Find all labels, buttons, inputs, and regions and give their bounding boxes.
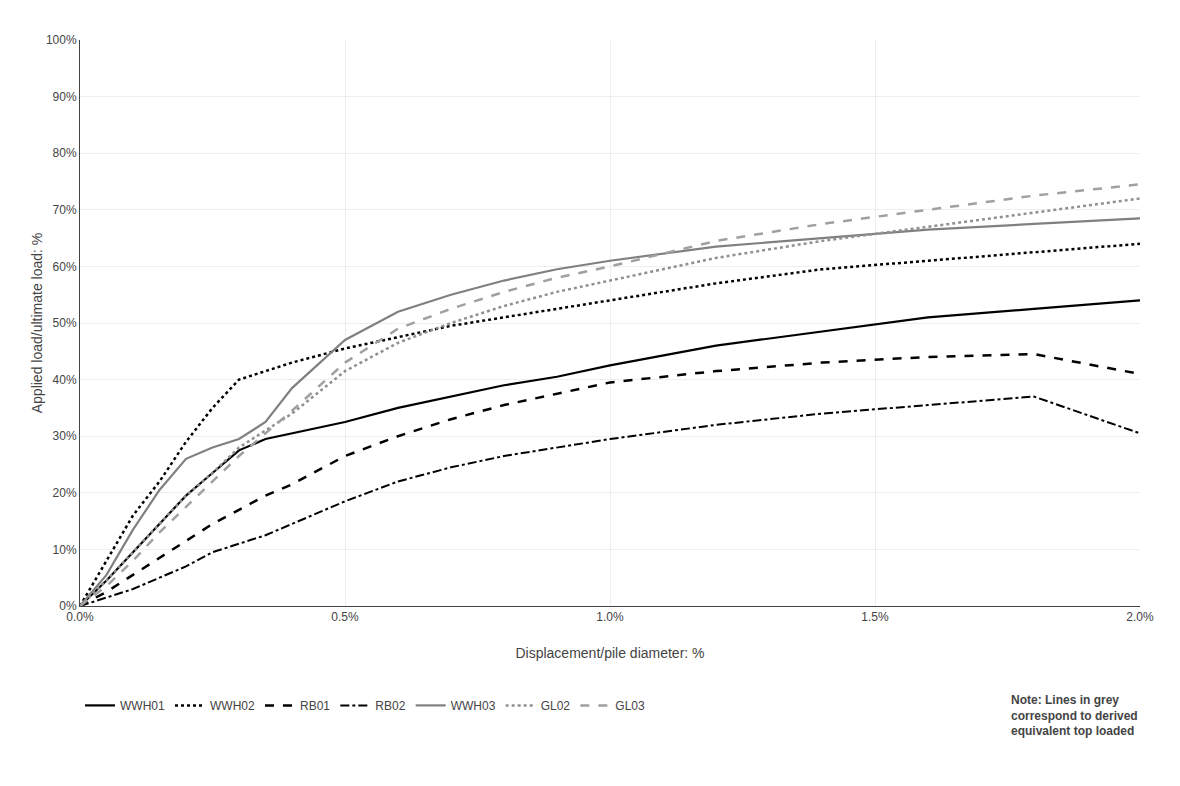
- svg-text:0.0%: 0.0%: [66, 610, 94, 624]
- svg-text:WWH03: WWH03: [451, 699, 496, 713]
- svg-text:WWH02: WWH02: [210, 699, 255, 713]
- svg-text:0%: 0%: [59, 599, 77, 613]
- svg-text:GL02: GL02: [541, 699, 571, 713]
- svg-text:60%: 60%: [53, 260, 77, 274]
- svg-text:RB02: RB02: [375, 699, 405, 713]
- svg-text:RB01: RB01: [300, 699, 330, 713]
- svg-text:50%: 50%: [53, 316, 77, 330]
- svg-text:Note: Lines in greycorrespond: Note: Lines in greycorrespond to derived…: [1011, 693, 1138, 738]
- svg-text:80%: 80%: [53, 146, 77, 160]
- svg-text:WWH01: WWH01: [120, 699, 165, 713]
- svg-text:GL03: GL03: [615, 699, 645, 713]
- svg-text:70%: 70%: [53, 203, 77, 217]
- svg-text:2.0%: 2.0%: [1126, 610, 1154, 624]
- svg-text:1.5%: 1.5%: [861, 610, 889, 624]
- svg-text:90%: 90%: [53, 90, 77, 104]
- svg-text:0.5%: 0.5%: [331, 610, 359, 624]
- svg-text:20%: 20%: [53, 486, 77, 500]
- svg-text:40%: 40%: [53, 373, 77, 387]
- svg-text:Applied load/ultimate load: %: Applied load/ultimate load: %: [29, 233, 45, 414]
- svg-text:Displacement/pile diameter: %: Displacement/pile diameter: %: [515, 645, 704, 661]
- svg-text:10%: 10%: [53, 543, 77, 557]
- svg-text:1.0%: 1.0%: [596, 610, 624, 624]
- svg-text:100%: 100%: [46, 33, 77, 47]
- svg-text:30%: 30%: [53, 429, 77, 443]
